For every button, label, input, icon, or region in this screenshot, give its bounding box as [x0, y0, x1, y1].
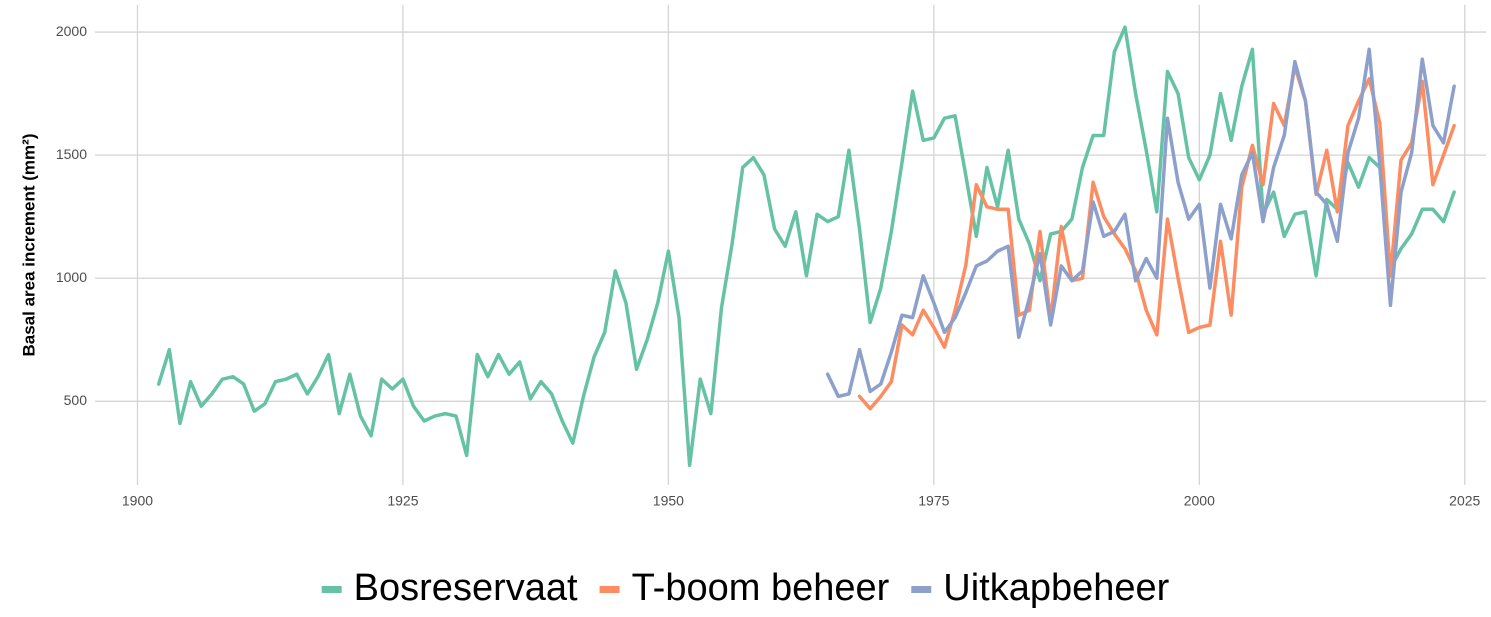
legend-label: Bosreservaat [354, 567, 578, 609]
y-axis-title: Basal area increment (mm²) [19, 134, 38, 357]
x-tick-label: 2025 [1449, 493, 1480, 509]
legend-key [911, 586, 932, 593]
lines [156, 25, 1456, 468]
y-tick-label: 500 [64, 392, 88, 408]
x-tick-label: 1950 [653, 493, 684, 509]
legend-key [599, 586, 620, 593]
legend-item: Bosreservaat [321, 567, 578, 609]
x-tick-label: 1925 [387, 493, 418, 509]
legend: Bosreservaat T-boom beheer Uitkapbeheer [321, 567, 1170, 609]
y-tick-label: 1500 [56, 146, 87, 162]
legend-label: T-boom beheer [632, 567, 890, 609]
series-line [156, 25, 1456, 468]
y-tick-label: 2000 [56, 23, 87, 39]
ticks: 500 1000 1500 2000 1900 1925 1950 1975 2000 2025 [56, 23, 1481, 509]
grid [95, 5, 1486, 485]
x-tick-label: 2000 [1184, 493, 1215, 509]
legend-label: Uitkapbeheer [943, 567, 1169, 609]
legend-key [321, 586, 342, 593]
y-tick-label: 1000 [56, 269, 87, 285]
legend-item: Uitkapbeheer [911, 567, 1170, 609]
legend-item: T-boom beheer [599, 567, 890, 609]
x-tick-label: 1975 [918, 493, 949, 509]
series-line [857, 64, 1456, 411]
x-tick-label: 1900 [122, 493, 153, 509]
series-line [825, 47, 1456, 399]
